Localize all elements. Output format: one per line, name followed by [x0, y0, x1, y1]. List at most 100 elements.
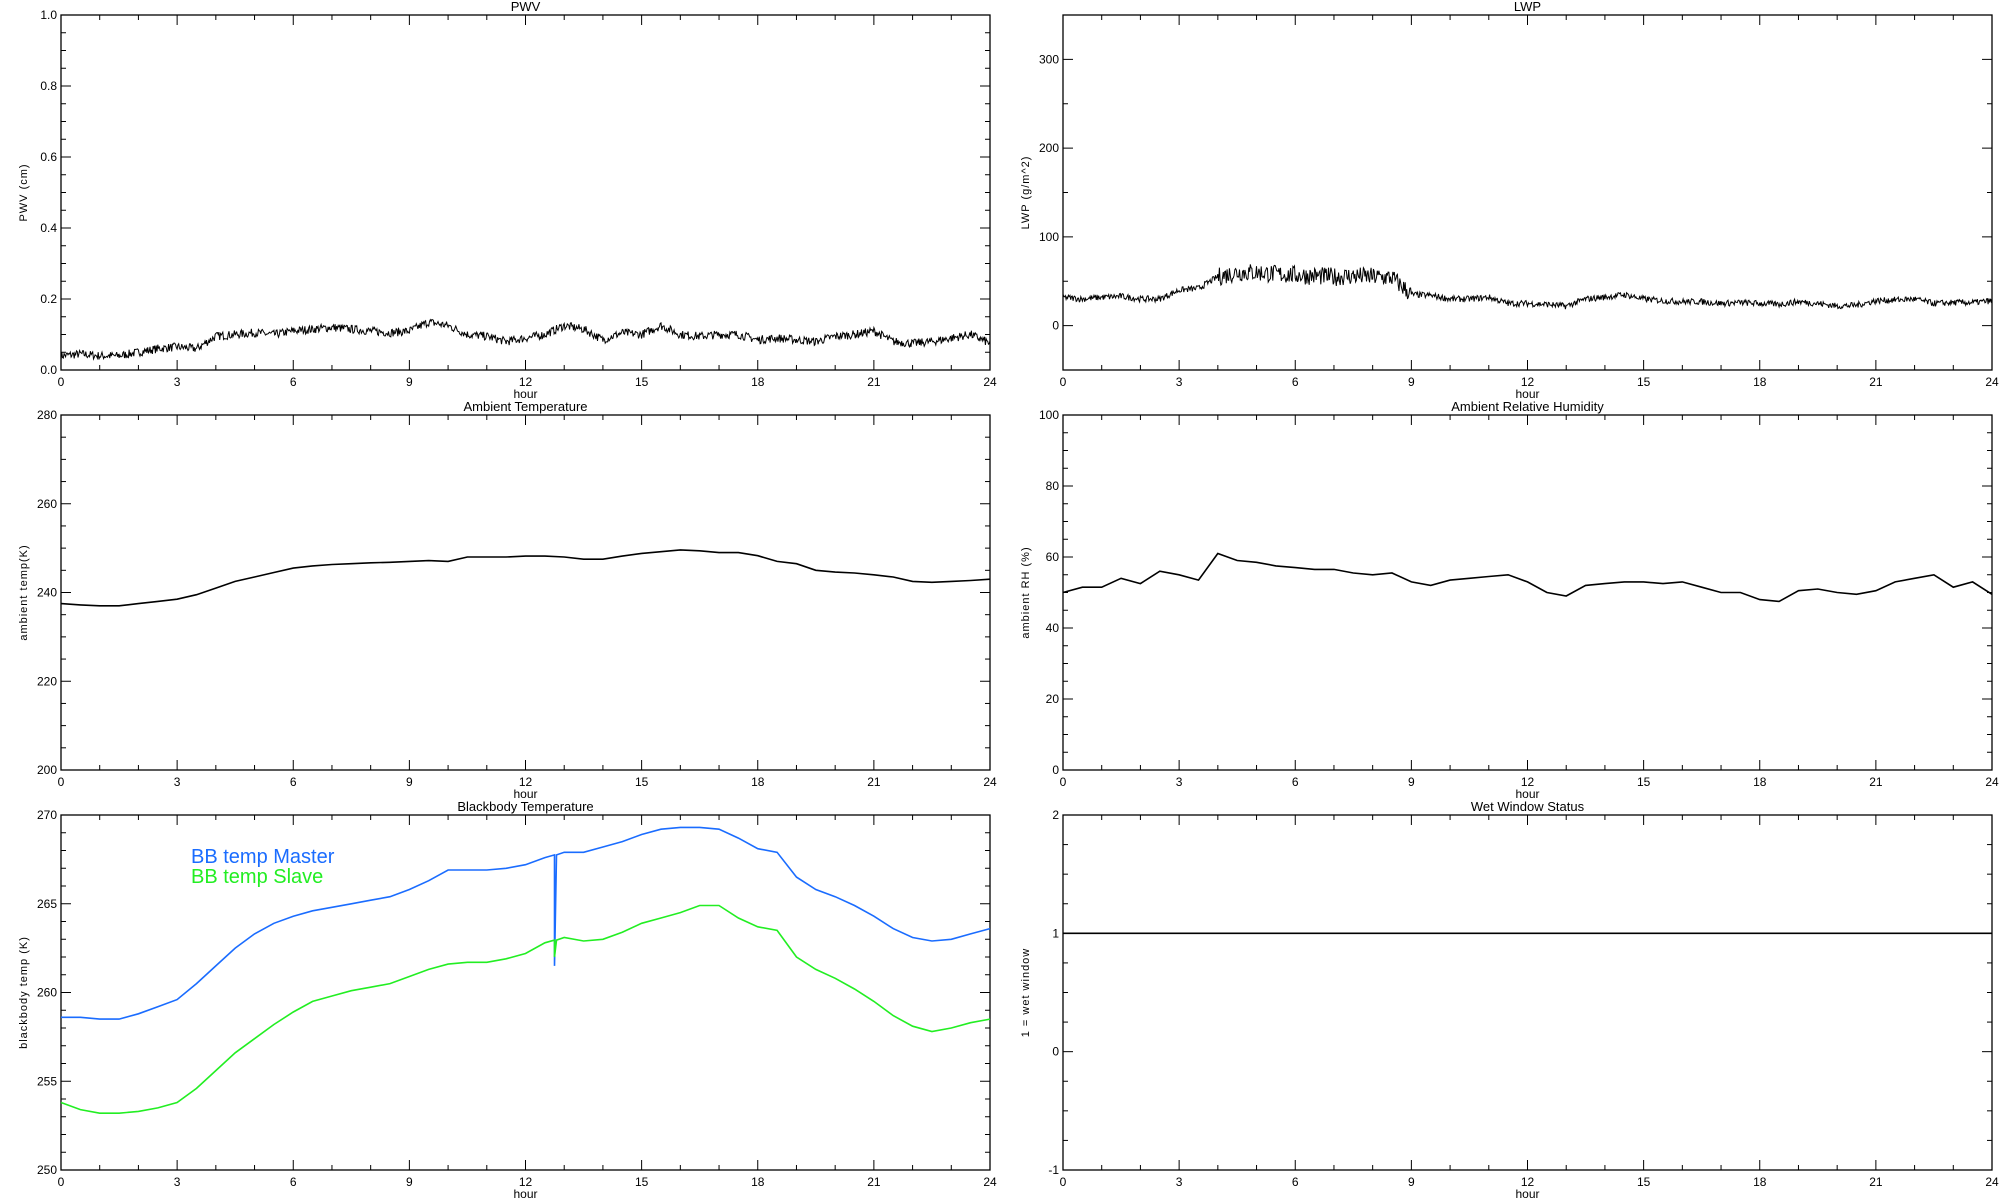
- y-tick-label: 40: [1046, 621, 1060, 635]
- x-tick-label: 18: [1753, 375, 1767, 389]
- x-tick-label: 21: [1869, 775, 1883, 789]
- x-tick-label: 18: [751, 1175, 765, 1189]
- x-axis-label: hour: [1515, 787, 1539, 801]
- y-tick-label: 260: [37, 986, 57, 1000]
- x-tick-label: 18: [751, 775, 765, 789]
- x-tick-label: 12: [1521, 1175, 1535, 1189]
- chart-ambient-temp: Ambient Temperature hour ambient temp(K) 0 3…: [18, 399, 997, 801]
- plot-frame: [1062, 14, 1993, 371]
- x-tick-label: 15: [635, 775, 649, 789]
- x-tick-label: 9: [1408, 775, 1415, 789]
- legend-entry: BB temp Slave: [191, 866, 323, 888]
- series-pwv: [60, 318, 991, 361]
- y-axis-label: LWP (g/m^2): [1020, 156, 1032, 230]
- plot-frame: [1062, 814, 1993, 1171]
- x-tick-label: 18: [751, 375, 765, 389]
- y-tick-label: 260: [37, 497, 57, 511]
- x-tick-label: 21: [1869, 1175, 1883, 1189]
- y-tick-label: 0: [1052, 763, 1059, 777]
- chart-title: Ambient Relative Humidity: [1451, 399, 1604, 414]
- x-axis-label: hour: [1515, 387, 1539, 401]
- y-tick-label: 0.0: [40, 363, 57, 377]
- chart-lwp: LWP hour LWP (g/m^2) 0 3 6 9 12 15 18 21 24 0 100 200 3…: [1020, 0, 1999, 401]
- x-tick-label: 24: [1985, 775, 1999, 789]
- x-tick-label: 3: [174, 775, 181, 789]
- y-tick-label: 100: [1039, 230, 1059, 244]
- x-tick-label: 9: [1408, 1175, 1415, 1189]
- series-line: [1062, 552, 1993, 603]
- x-axis-label: hour: [513, 787, 537, 801]
- x-tick-label: 3: [1176, 775, 1183, 789]
- x-tick-label: 9: [406, 1175, 413, 1189]
- x-tick-label: 0: [1060, 375, 1067, 389]
- x-tick-label: 9: [1408, 375, 1415, 389]
- y-tick-label: 280: [37, 408, 57, 422]
- x-tick-label: 18: [1753, 1175, 1767, 1189]
- x-axis-label: hour: [1515, 1187, 1539, 1200]
- x-tick-label: 21: [867, 1175, 881, 1189]
- series-line: [60, 318, 991, 361]
- x-tick-label: 24: [983, 775, 997, 789]
- plot-frame: [60, 414, 991, 771]
- y-axis-label: PWV (cm): [18, 163, 30, 221]
- chart-wet-window: Wet Window Status hour 1 = wet window 0 3 6 9 1…: [1020, 799, 1999, 1200]
- series-line: [60, 549, 991, 607]
- x-tick-label: 3: [1176, 1175, 1183, 1189]
- y-axis-label: 1 = wet window: [1020, 948, 1032, 1038]
- y-tick-label: 2: [1052, 808, 1059, 822]
- y-tick-label: 0.4: [40, 221, 57, 235]
- x-tick-label: 15: [635, 1175, 649, 1189]
- x-tick-label: 6: [1292, 375, 1299, 389]
- y-tick-label: 100: [1039, 408, 1059, 422]
- y-tick-label: 80: [1046, 479, 1060, 493]
- x-tick-label: 15: [635, 375, 649, 389]
- y-tick-label: 0.8: [40, 79, 57, 93]
- x-axis-label: hour: [513, 1187, 537, 1200]
- y-tick-label: 0.2: [40, 292, 57, 306]
- y-tick-label: 200: [37, 763, 57, 777]
- x-tick-label: 0: [1060, 775, 1067, 789]
- x-tick-label: 6: [1292, 1175, 1299, 1189]
- series-bb-temp-slave: [60, 904, 991, 1114]
- x-tick-label: 6: [290, 375, 297, 389]
- series-bb-temp-master: [61, 826, 991, 1020]
- x-tick-label: 3: [1176, 375, 1183, 389]
- series-line: [60, 904, 991, 1114]
- y-axis-label: blackbody temp (K): [18, 936, 30, 1049]
- y-tick-label: 200: [1039, 141, 1059, 155]
- x-tick-label: 12: [519, 775, 533, 789]
- x-tick-label: 12: [1521, 775, 1535, 789]
- x-tick-label: 0: [1060, 1175, 1067, 1189]
- x-tick-label: 24: [983, 375, 997, 389]
- series-line: [1062, 264, 1993, 310]
- x-tick-label: 3: [174, 375, 181, 389]
- chart-title: Wet Window Status: [1471, 799, 1585, 814]
- x-tick-label: 0: [58, 775, 65, 789]
- x-tick-label: 0: [58, 375, 65, 389]
- y-tick-label: 1: [1052, 926, 1059, 940]
- y-axis-label: ambient RH (%): [1020, 546, 1032, 638]
- x-axis-label: hour: [513, 387, 537, 401]
- x-tick-label: 9: [406, 775, 413, 789]
- x-tick-label: 0: [58, 1175, 65, 1189]
- plot-frame: [60, 14, 991, 371]
- y-tick-label: 0.6: [40, 150, 57, 164]
- x-tick-label: 24: [1985, 1175, 1999, 1189]
- y-tick-label: 20: [1046, 692, 1060, 706]
- y-tick-label: 270: [37, 808, 57, 822]
- y-tick-label: 0: [1052, 1045, 1059, 1059]
- y-tick-label: -1: [1048, 1163, 1059, 1177]
- chart-title: PWV: [511, 0, 541, 14]
- y-tick-label: 250: [37, 1163, 57, 1177]
- x-tick-label: 3: [174, 1175, 181, 1189]
- y-tick-label: 60: [1046, 550, 1060, 564]
- legend-entry: BB temp Master: [191, 846, 335, 868]
- y-tick-label: 255: [37, 1074, 57, 1088]
- series-line: [61, 826, 991, 1020]
- y-tick-label: 220: [37, 674, 57, 688]
- chart-title: Ambient Temperature: [463, 399, 587, 414]
- y-tick-label: 240: [37, 586, 57, 600]
- x-tick-label: 12: [519, 375, 533, 389]
- x-tick-label: 9: [406, 375, 413, 389]
